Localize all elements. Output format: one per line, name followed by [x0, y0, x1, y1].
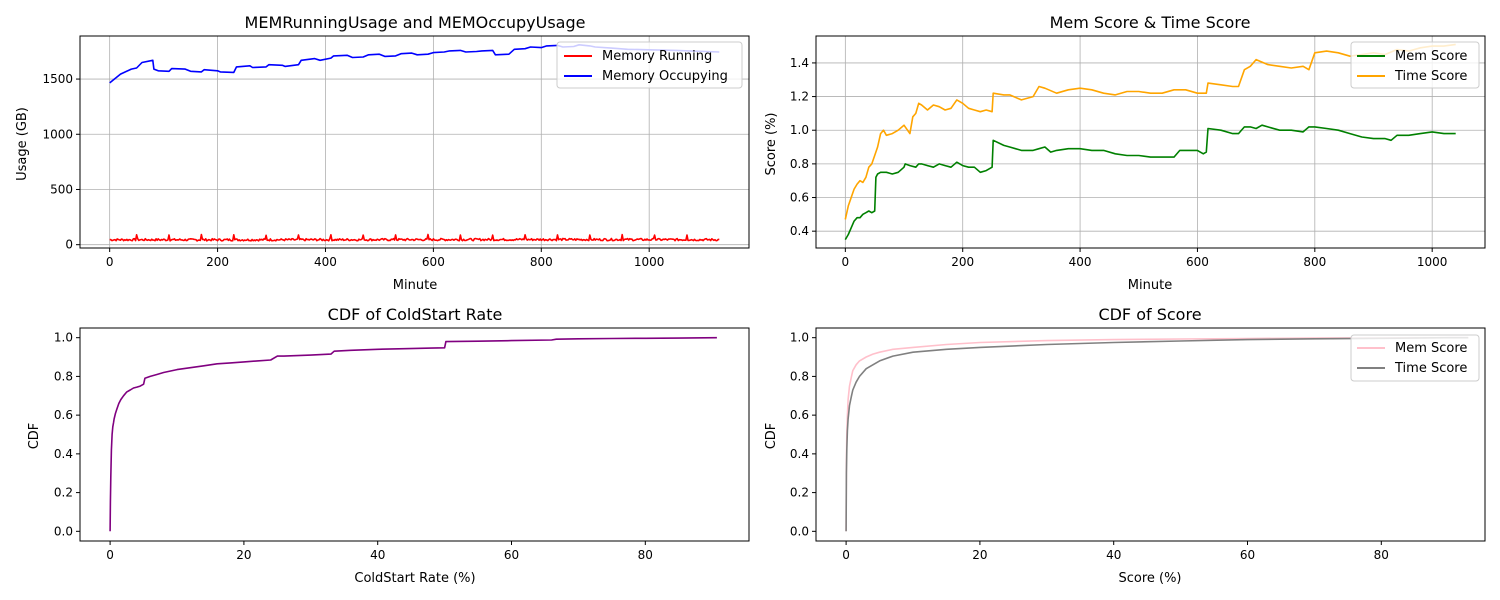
- y-tick-label: 0.4: [54, 447, 73, 461]
- x-tick-label: 800: [1303, 255, 1326, 269]
- y-tick-label: 0.0: [54, 524, 73, 538]
- plot-frame: [79, 327, 750, 542]
- y-tick-label: 0.0: [790, 524, 809, 538]
- x-tick-label: 600: [1186, 255, 1209, 269]
- y-tick-label: 500: [50, 182, 73, 196]
- y-tick-label: 0.8: [790, 157, 809, 171]
- x-tick-label: 400: [314, 255, 337, 269]
- x-axis-label: Minute: [393, 278, 437, 293]
- plot-frame: [815, 327, 1486, 542]
- y-axis-label: Usage (GB): [15, 107, 30, 181]
- x-tick-label: 1000: [634, 255, 665, 269]
- x-tick-label: 20: [972, 548, 987, 562]
- y-tick-label: 0.8: [54, 369, 73, 383]
- y-tick-label: 0.4: [790, 447, 809, 461]
- legend-box: [1350, 334, 1480, 382]
- legend-label-memory-occupying: Memory Occupying: [602, 69, 728, 84]
- y-tick-label: 0.2: [790, 486, 809, 500]
- legend: Memory Running Memory Occupying: [556, 41, 743, 89]
- x-tick-label: 0: [842, 255, 850, 269]
- x-tick-label: 1000: [1417, 255, 1448, 269]
- x-tick-label: 200: [951, 255, 974, 269]
- y-tick-label: 1.0: [790, 123, 809, 137]
- chart-title: CDF of ColdStart Rate: [328, 305, 503, 324]
- y-tick-label: 1500: [42, 72, 73, 86]
- y-tick-label: 0.6: [790, 408, 809, 422]
- x-tick-label: 40: [370, 548, 385, 562]
- chart-memory-usage: MEMRunningUsage and MEMOccupyUsage Minut…: [15, 13, 750, 293]
- x-tick-label: 60: [1240, 548, 1255, 562]
- legend-label-mem-score: Mem Score: [1395, 341, 1467, 356]
- y-tick-label: 0.4: [790, 224, 809, 238]
- y-axis-label: CDF: [764, 423, 779, 450]
- y-tick-label: 1000: [42, 127, 73, 141]
- x-tick-label: 0: [106, 255, 114, 269]
- series-line-mem-score: [844, 124, 1456, 241]
- series-line-series: [109, 336, 717, 532]
- y-tick-label: 0.2: [54, 486, 73, 500]
- y-tick-label: 0.8: [790, 369, 809, 383]
- plot-frame: [815, 35, 1486, 249]
- x-tick-label: 80: [1374, 548, 1389, 562]
- chart-title: Mem Score & Time Score: [1050, 13, 1251, 32]
- x-tick-label: 60: [504, 548, 519, 562]
- legend: Mem Score Time Score: [1350, 334, 1480, 382]
- x-tick-label: 0: [106, 548, 114, 562]
- legend: Mem Score Time Score: [1350, 41, 1480, 89]
- series-line-time-score: [845, 336, 1469, 532]
- legend-label-memory-running: Memory Running: [602, 49, 712, 64]
- x-tick-label: 0: [842, 548, 850, 562]
- x-tick-label: 400: [1069, 255, 1092, 269]
- x-tick-label: 800: [530, 255, 553, 269]
- x-axis-label: ColdStart Rate (%): [354, 571, 475, 586]
- x-tick-label: 80: [638, 548, 653, 562]
- legend-label-time-score: Time Score: [1394, 69, 1467, 84]
- x-axis-label: Score (%): [1118, 571, 1181, 586]
- y-tick-label: 1.0: [790, 331, 809, 345]
- y-tick-label: 0.6: [790, 191, 809, 205]
- x-axis-label: Minute: [1128, 278, 1172, 293]
- legend-box: [556, 41, 743, 89]
- y-tick-label: 0: [65, 238, 73, 252]
- y-tick-label: 1.0: [54, 331, 73, 345]
- legend-label-mem-score: Mem Score: [1395, 49, 1467, 64]
- chart-mem-time-score: Mem Score & Time Score Minute Score (%) …: [764, 13, 1486, 293]
- series-line-mem-score: [845, 336, 1469, 532]
- chart-cdf-score: CDF of Score Score (%) CDF 0 20 40 60 80 0.0 0…: [764, 305, 1486, 586]
- series-line-memory-occupying: [109, 43, 720, 84]
- y-tick-label: 0.6: [54, 408, 73, 422]
- y-tick-label: 1.4: [790, 56, 809, 70]
- x-tick-label: 20: [236, 548, 251, 562]
- y-tick-label: 1.2: [790, 90, 809, 104]
- y-axis-label: Score (%): [764, 112, 779, 175]
- series-line-time-score: [844, 43, 1456, 220]
- legend-label-time-score: Time Score: [1394, 361, 1467, 376]
- chart-title: MEMRunningUsage and MEMOccupyUsage: [245, 13, 586, 32]
- series-line-memory-running: [109, 233, 720, 242]
- y-axis-label: CDF: [27, 423, 42, 450]
- chart-title: CDF of Score: [1098, 305, 1201, 324]
- plot-frame: [79, 35, 750, 249]
- x-tick-label: 200: [206, 255, 229, 269]
- x-tick-label: 40: [1106, 548, 1121, 562]
- chart-cdf-coldstart: CDF of ColdStart Rate ColdStart Rate (%)…: [27, 305, 750, 586]
- x-tick-label: 600: [422, 255, 445, 269]
